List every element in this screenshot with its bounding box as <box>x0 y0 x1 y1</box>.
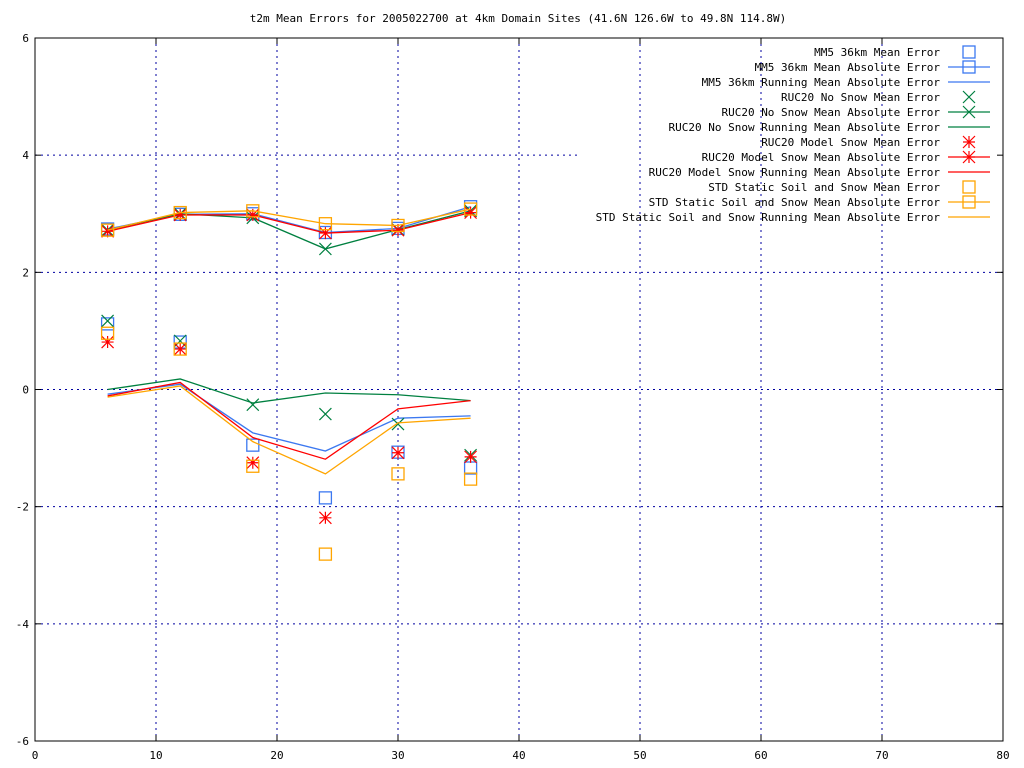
series-ruc20-model-snow-running-mean-absolute-error <box>107 381 471 460</box>
square-marker <box>463 472 478 486</box>
x-tick-label: 40 <box>512 749 525 762</box>
legend-label: STD Static Soil and Snow Running Mean Ab… <box>596 211 941 224</box>
series-line <box>107 383 471 452</box>
x-tick-label: 80 <box>996 749 1009 762</box>
x-tick-label: 0 <box>32 749 39 762</box>
star-marker <box>391 223 405 237</box>
square-marker <box>391 467 405 481</box>
square-marker <box>246 204 260 218</box>
legend-label: MM5 36km Mean Error <box>814 46 940 59</box>
square-marker <box>962 60 976 74</box>
square-marker <box>173 205 187 220</box>
legend-label: RUC20 Model Snow Running Mean Absolute E… <box>649 166 941 179</box>
x-tick-label: 60 <box>754 749 767 762</box>
series-line <box>107 210 471 250</box>
x-marker <box>962 90 976 104</box>
square-marker <box>100 326 115 340</box>
y-tick-label: 2 <box>22 266 29 279</box>
x-marker <box>246 398 260 412</box>
series-line <box>107 208 471 231</box>
x-tick-label: 20 <box>270 749 283 762</box>
x-tick-label: 30 <box>391 749 404 762</box>
star-marker <box>173 342 187 356</box>
legend: MM5 36km Mean Error MM5 36km Mean Absolut… <box>596 45 990 224</box>
series-line <box>107 385 471 475</box>
square-marker <box>100 223 115 237</box>
legend-label: RUC20 Model Snow Mean Absolute Error <box>702 151 941 164</box>
y-tick-label: -2 <box>16 501 29 514</box>
star-marker <box>464 450 478 464</box>
x-tick-label: 50 <box>633 749 646 762</box>
y-tick-label: 6 <box>22 32 29 45</box>
legend-label: RUC20 No Snow Mean Error <box>781 91 940 104</box>
grid <box>35 38 1003 741</box>
legend-label: RUC20 No Snow Running Mean Absolute Erro… <box>668 121 940 134</box>
axis-ticks: 0 10 20 30 40 50 60 70 80 -6 -4 -2 0 2 4 6 <box>16 32 1010 762</box>
legend-label: MM5 36km Mean Absolute Error <box>755 61 941 74</box>
series-ruc20-no-snow-running-mean-absolute-error <box>107 378 471 404</box>
star-marker <box>101 335 115 349</box>
square-marker <box>318 491 333 505</box>
y-tick-label: -6 <box>16 735 29 748</box>
star-marker <box>318 511 332 525</box>
y-tick-label: 4 <box>22 149 29 162</box>
square-marker <box>962 195 976 209</box>
series-ruc20-no-snow-mean-error <box>101 314 478 462</box>
legend-label: MM5 36km Running Mean Absolute Error <box>702 76 941 89</box>
x-marker <box>962 105 976 119</box>
series-layer <box>100 200 478 561</box>
star-marker <box>464 206 478 220</box>
x-marker <box>318 242 332 256</box>
legend-label: STD Static Soil and Snow Mean Absolute E… <box>649 196 941 209</box>
star-marker <box>101 224 115 238</box>
series-mm5-36km-mean-error <box>100 317 478 505</box>
square-marker <box>391 218 405 233</box>
x-tick-label: 10 <box>149 749 162 762</box>
legend-label: RUC20 Model Snow Mean Error <box>761 136 940 149</box>
square-marker <box>318 547 333 561</box>
series-line <box>107 381 471 460</box>
square-marker <box>463 461 478 475</box>
series-mm5-36km-running-mean-absolute-error <box>107 383 471 452</box>
x-tick-label: 70 <box>875 749 888 762</box>
star-marker <box>246 456 260 470</box>
square-marker <box>463 202 478 216</box>
square-marker <box>246 438 260 452</box>
square-marker <box>962 180 976 194</box>
star-marker <box>318 226 332 240</box>
y-tick-label: -4 <box>16 618 30 631</box>
y-tick-label: 0 <box>22 384 29 397</box>
series-std-static-soil-and-snow-running-mean-absolute-error <box>107 385 471 475</box>
square-marker <box>318 217 333 231</box>
x-marker <box>391 417 405 431</box>
legend-label: RUC20 No Snow Mean Absolute Error <box>721 106 940 119</box>
square-marker <box>173 342 187 356</box>
square-marker <box>100 317 115 331</box>
square-marker <box>246 459 260 473</box>
chart-title: t2m Mean Errors for 2005022700 at 4km Do… <box>250 12 786 25</box>
star-marker <box>962 135 976 149</box>
series-line <box>107 378 471 404</box>
legend-label: STD Static Soil and Snow Mean Error <box>708 181 940 194</box>
square-marker <box>962 45 976 59</box>
x-marker <box>318 407 332 421</box>
star-marker <box>962 150 976 164</box>
series-ruc20-model-snow-mean-absolute-error <box>101 206 478 240</box>
series-ruc20-no-snow-mean-absolute-error <box>101 204 478 256</box>
series-std-static-soil-and-snow-mean-absolute-error <box>100 202 478 237</box>
series-line <box>107 211 471 234</box>
series-std-static-soil-and-snow-mean-error <box>100 326 478 561</box>
star-marker <box>173 208 187 222</box>
x-marker <box>101 314 115 328</box>
star-marker <box>246 208 260 222</box>
star-marker <box>391 446 405 460</box>
series-ruc20-model-snow-mean-error <box>101 335 478 525</box>
